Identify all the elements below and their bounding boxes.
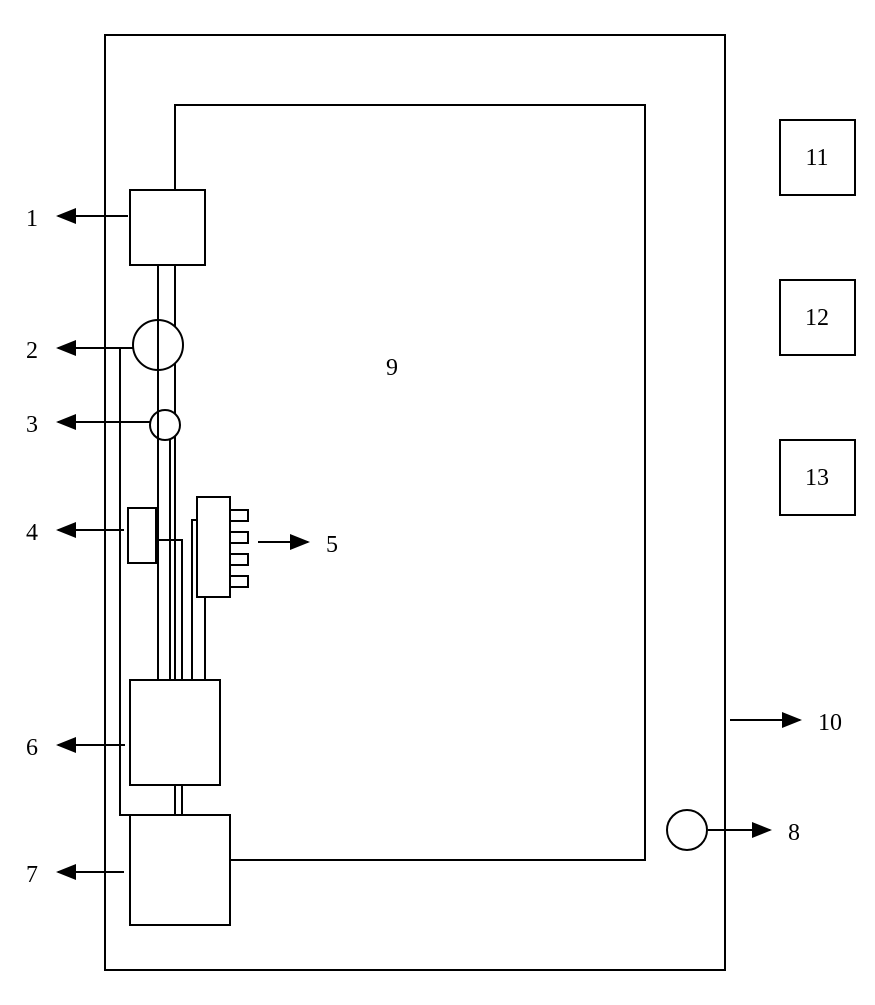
label-13: 13 xyxy=(805,465,829,491)
component-3 xyxy=(150,410,180,440)
label-2: 2 xyxy=(26,338,38,364)
label-5: 5 xyxy=(326,532,338,558)
component-6 xyxy=(130,680,220,785)
schematic-diagram: 9 11 12 13 1 2 3 4 5 6 7 8 xyxy=(0,0,875,1000)
component-5-tooth xyxy=(230,554,248,565)
label-12: 12 xyxy=(805,305,829,331)
component-5-tooth xyxy=(230,576,248,587)
component-8 xyxy=(667,810,707,850)
label-3: 3 xyxy=(26,412,38,438)
inner-rect xyxy=(175,105,645,860)
label-9: 9 xyxy=(386,355,398,381)
label-10: 10 xyxy=(818,710,842,736)
component-7 xyxy=(130,815,230,925)
component-5 xyxy=(197,497,230,597)
label-11: 11 xyxy=(805,145,828,171)
component-5-tooth xyxy=(230,510,248,521)
label-6: 6 xyxy=(26,735,38,761)
component-5-tooth xyxy=(230,532,248,543)
component-4 xyxy=(128,508,156,563)
label-7: 7 xyxy=(26,862,38,888)
label-8: 8 xyxy=(788,820,800,846)
label-1: 1 xyxy=(26,206,38,232)
component-1 xyxy=(130,190,205,265)
label-4: 4 xyxy=(26,520,38,546)
